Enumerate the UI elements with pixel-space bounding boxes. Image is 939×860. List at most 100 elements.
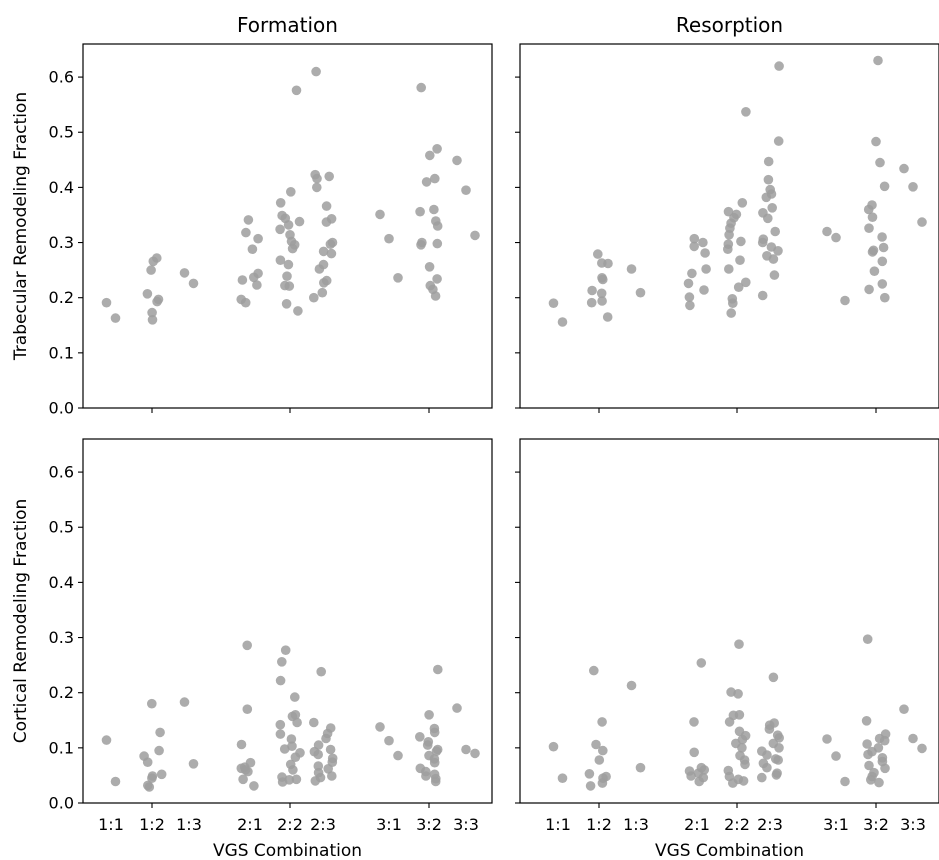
data-point (325, 744, 336, 755)
data-point (603, 258, 613, 269)
data-point (728, 778, 738, 788)
data-point (415, 732, 425, 742)
data-point (735, 255, 745, 265)
data-point (871, 136, 881, 147)
data-point (723, 244, 733, 254)
data-point (243, 766, 253, 777)
data-point (188, 278, 199, 289)
data-point (864, 760, 874, 771)
data-point (146, 265, 156, 275)
data-point (767, 203, 777, 213)
data-point (585, 781, 596, 791)
data-point (319, 278, 329, 288)
data-point (281, 299, 292, 309)
y-tick-label: 0.3 (49, 233, 74, 252)
data-point (110, 313, 121, 323)
data-point (597, 296, 607, 306)
data-point (144, 782, 155, 792)
panels: 0.0 0.1 0.2 0.3 0.4 0.5 0.6 Formation Trabecular… (11, 13, 939, 860)
y-tick-label: 0.3 (49, 628, 74, 647)
data-point (587, 285, 597, 296)
data-point (147, 698, 157, 709)
data-point (773, 755, 783, 765)
data-point (416, 240, 426, 250)
data-point (421, 771, 431, 781)
data-point (415, 206, 425, 217)
data-point (700, 248, 710, 258)
data-point (594, 755, 605, 765)
y-tick-label: 0.5 (49, 518, 74, 537)
data-point (110, 776, 121, 787)
data-point (635, 287, 646, 298)
data-point (694, 776, 704, 787)
data-point (635, 762, 646, 773)
data-point (291, 774, 302, 785)
data-point (290, 752, 301, 762)
data-point (155, 727, 165, 738)
data-point (866, 775, 876, 785)
data-point (287, 243, 298, 254)
x-axis-label: VGS Combination (655, 841, 804, 860)
data-point (290, 692, 300, 702)
data-point (875, 157, 885, 168)
data-point (626, 264, 637, 274)
data-point (288, 765, 298, 775)
data-point (317, 287, 328, 298)
data-point (461, 744, 471, 755)
data-point (877, 232, 887, 242)
data-point (324, 171, 335, 182)
data-point (689, 233, 700, 244)
data-point (737, 743, 747, 753)
panel-frame (519, 43, 939, 409)
y-tick-label: 0.4 (49, 573, 74, 592)
data-point (283, 259, 294, 270)
data-point (275, 198, 286, 208)
data-point (878, 242, 889, 253)
data-point (147, 307, 157, 318)
data-point (275, 675, 286, 686)
data-point (433, 664, 443, 675)
data-point (689, 747, 699, 758)
data-point (763, 213, 773, 224)
x-tick-label-3-2: 3:2 (416, 815, 442, 834)
data-point (873, 55, 883, 66)
data-point (432, 238, 443, 249)
panel-frame (519, 438, 939, 804)
data-point (384, 233, 394, 244)
data-point (757, 237, 768, 248)
data-point (591, 739, 601, 750)
data-point (602, 312, 613, 322)
y-axis-label-row-0: Trabecular Remodeling Fraction (11, 92, 31, 361)
data-point (557, 317, 568, 327)
data-point (142, 757, 153, 767)
data-point (421, 177, 432, 187)
data-point (252, 280, 262, 290)
x-tick-label-3-1: 3:1 (376, 815, 402, 834)
data-point (831, 232, 841, 243)
data-point (327, 771, 337, 781)
data-point (908, 182, 918, 192)
data-point (699, 285, 709, 295)
y-axis-label-row-1: Cortical Remodeling Fraction (11, 499, 31, 744)
data-point (557, 773, 568, 783)
data-point (422, 740, 433, 750)
panel-r0-c0: 0.0 0.1 0.2 0.3 0.4 0.5 0.6 Formation Trabecular… (11, 13, 493, 418)
x-tick-label-3-3: 3:3 (900, 815, 926, 834)
data-point (734, 639, 744, 649)
data-point (470, 230, 480, 241)
data-point (283, 220, 294, 230)
x-tick-label-2-3: 2:3 (310, 815, 336, 834)
data-point (282, 271, 292, 282)
y-tick-label: 0.0 (49, 399, 74, 418)
data-point (763, 156, 774, 167)
x-tick-label-1-1: 1:1 (98, 815, 124, 834)
data-point (384, 735, 394, 746)
data-point (147, 773, 157, 783)
data-point (432, 221, 443, 231)
data-point (774, 61, 784, 71)
data-point (461, 185, 471, 195)
data-point (152, 296, 162, 307)
data-point (880, 763, 890, 774)
x-tick-label-1-3: 1:3 (176, 815, 202, 834)
y-tick-label: 0.2 (49, 683, 74, 702)
